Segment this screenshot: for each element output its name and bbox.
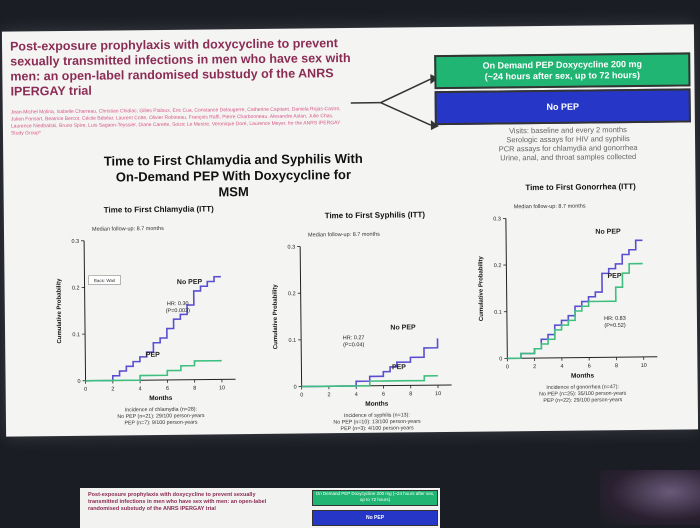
doxycycline-arm-timing: (~24 hours after sex, up to 72 hours): [485, 70, 640, 83]
x-tick-label: 0: [300, 392, 303, 398]
main-title-line: On-Demand PEP With Doxycycline for MSM: [103, 167, 363, 202]
x-tick-label: 4: [560, 364, 563, 370]
y-axis-label: Cumulative Probability: [478, 255, 485, 321]
no-pep-series-label: No PEP: [177, 279, 203, 286]
y-tick-label: 0.1: [72, 332, 80, 338]
p-value-label: (P=0.04): [343, 342, 364, 348]
x-tick-label: 8: [193, 386, 196, 392]
randomisation-arrow-icon: [350, 67, 441, 138]
y-tick-label: 0.1: [288, 338, 296, 344]
author-list: Jean-Michel Molina, Isabelle Charreau, C…: [11, 106, 351, 138]
chart-subtitle: Median follow-up: 8.7 months: [514, 204, 586, 211]
chart-subtitle: Median follow-up: 8.7 months: [308, 232, 380, 239]
incidence-footnote: PEP (n=22): 29/100 person-years: [543, 397, 622, 404]
x-tick-label: 2: [327, 392, 330, 398]
y-tick-label: 0.3: [493, 216, 501, 222]
incidence-footnote: PEP (n=3): 4/100 person-years: [341, 425, 414, 432]
y-axis-label: Cumulative Probability: [56, 278, 63, 344]
pep-series-label: PEP: [607, 273, 621, 280]
y-tick-label: 0.2: [288, 291, 296, 297]
x-tick-label: 0: [84, 387, 87, 393]
x-tick-label: 10: [641, 363, 647, 369]
p-value-label: (P=0.003): [166, 308, 191, 314]
y-tick-label: 0: [499, 356, 502, 362]
x-tick-label: 2: [533, 364, 536, 370]
paper-title: Post-exposure prophylaxis with doxycycli…: [10, 36, 356, 100]
y-tick-label: 0.2: [72, 286, 80, 292]
y-tick-label: 0.3: [287, 245, 295, 251]
gonorrhea-chart: Time to First Gonorrhea (ITT) Median foll…: [465, 177, 678, 434]
syphilis-chart: Time to First Syphilis (ITT) Median follo…: [260, 205, 473, 437]
pep-series-label: PEP: [146, 352, 160, 359]
hazard-ratio-label: HR: 0.83: [604, 316, 626, 322]
pep-series-label: PEP: [392, 364, 406, 371]
x-axis-label: Months: [365, 401, 389, 408]
preview-slide-title: Post-exposure prophylaxis with doxycycli…: [88, 492, 278, 513]
x-tick-label: 8: [409, 391, 412, 397]
chlamydia-chart: Time to First Chlamydia (ITT) Median foll…: [44, 199, 257, 437]
x-tick-label: 0: [506, 364, 509, 370]
y-tick-label: 0: [294, 385, 297, 391]
p-value-label: (P=0.52): [604, 323, 625, 329]
no-pep-arm-box: No PEP: [435, 88, 691, 125]
annotation-box-label: Back: Wait: [94, 278, 116, 283]
y-tick-label: 0.2: [494, 263, 502, 269]
chart-svg: Time to First Gonorrhea (ITT) Median foll…: [465, 177, 678, 429]
chart-title: Time to First Chlamydia (ITT): [104, 204, 215, 214]
y-tick-label: 0.1: [494, 310, 502, 316]
no-pep-series-line: [506, 240, 644, 358]
x-axis-line: [507, 357, 657, 359]
pep-series-line: [506, 264, 643, 359]
y-axis-line: [300, 247, 301, 387]
preview-no-pep-arm: No PEP: [312, 510, 438, 526]
x-tick-label: 4: [355, 392, 358, 398]
no-pep-series-label: No PEP: [390, 324, 416, 331]
visit-schedule: Visits: baseline and every 2 months Sero…: [458, 125, 678, 163]
visit-line: Urine, anal, and throat samples collecte…: [458, 152, 678, 163]
x-tick-label: 2: [111, 386, 114, 392]
y-tick-label: 0.3: [71, 239, 79, 245]
no-pep-series-line: [84, 277, 221, 381]
x-tick-label: 6: [588, 363, 591, 369]
chart-title: Time to First Gonorrhea (ITT): [525, 182, 636, 192]
incidence-footnote: PEP (n=7): 9/100 person-years: [124, 420, 197, 427]
preview-slide-thumbnail: Post-exposure prophylaxis with doxycycli…: [80, 488, 440, 528]
y-tick-label: 0: [77, 379, 80, 385]
chart-title: Time to First Syphilis (ITT): [325, 210, 426, 220]
x-tick-label: 8: [615, 363, 618, 369]
y-axis-line: [506, 218, 507, 358]
x-tick-label: 10: [219, 385, 225, 391]
x-axis-label: Months: [571, 372, 595, 379]
y-axis-line: [84, 241, 85, 381]
x-tick-label: 6: [166, 386, 169, 392]
x-axis-label: Months: [149, 395, 173, 402]
x-tick-label: 6: [382, 392, 385, 398]
slide-main-title: Time to First Chlamydia and Syphilis Wit…: [103, 151, 363, 202]
no-pep-arm-label: No PEP: [546, 101, 579, 112]
x-tick-label: 10: [435, 391, 441, 397]
hazard-ratio-label: HR: 0.27: [343, 335, 365, 341]
pep-series-line: [85, 361, 222, 381]
stage-light-glow: [600, 470, 700, 525]
doxycycline-arm-box: On Demand PEP Doxycycline 200 mg (~24 ho…: [434, 52, 690, 89]
no-pep-series-label: No PEP: [595, 228, 621, 235]
chart-svg: Time to First Chlamydia (ITT) Median foll…: [44, 199, 257, 437]
hazard-ratio-label: HR: 0.30: [167, 301, 189, 307]
chart-subtitle: Median follow-up: 8.7 months: [92, 226, 164, 233]
preview-doxycycline-arm: On Demand PEP Doxycycline 200 mg (~24 ho…: [312, 490, 438, 506]
x-tick-label: 4: [139, 386, 142, 392]
chart-svg: Time to First Syphilis (ITT) Median follo…: [260, 205, 473, 437]
y-axis-label: Cumulative Probability: [273, 284, 280, 350]
no-pep-series-line: [301, 338, 438, 386]
presentation-slide: Post-exposure prophylaxis with doxycycli…: [2, 24, 698, 436]
